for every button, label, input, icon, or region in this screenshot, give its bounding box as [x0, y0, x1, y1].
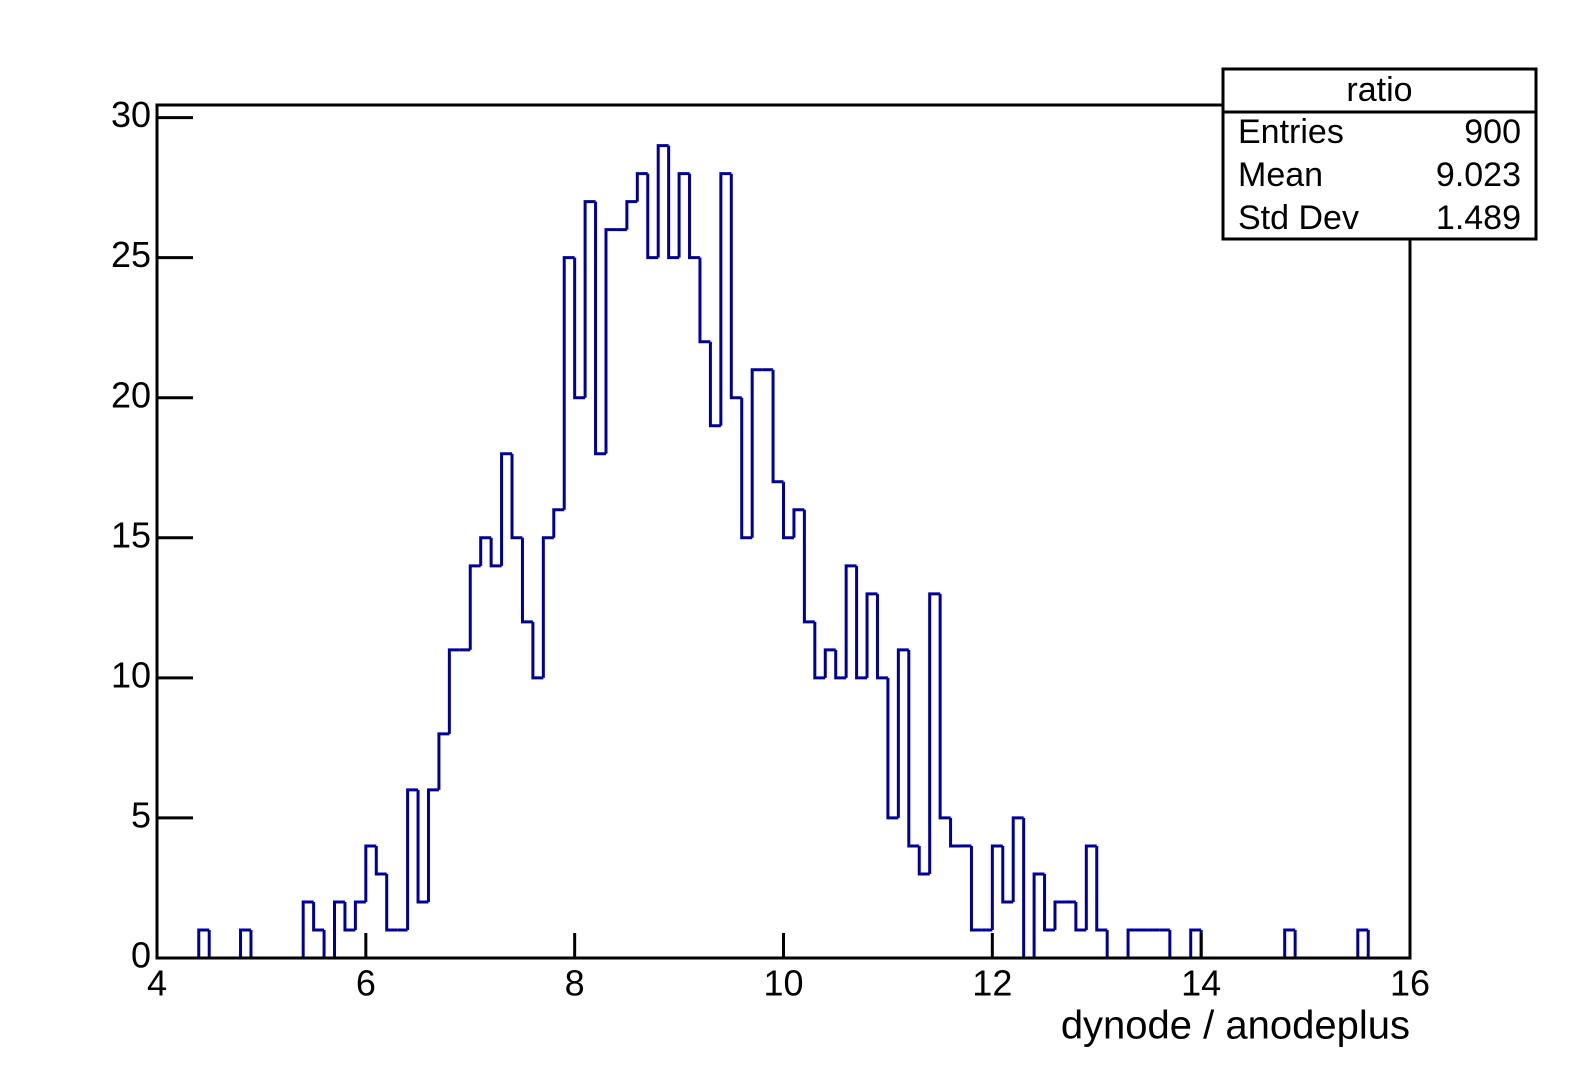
histogram-bin: [510, 453, 523, 540]
histogram-bin: [907, 649, 920, 848]
histogram-bin: [1356, 928, 1369, 958]
stats-label: Entries: [1238, 113, 1344, 151]
histogram-bin: [698, 257, 711, 344]
histogram-bin: [479, 536, 492, 566]
x-tick-label: 10: [763, 963, 803, 1004]
y-tick-label: 0: [131, 935, 151, 976]
x-tick-label: 6: [356, 963, 376, 1004]
histogram-bin: [855, 565, 868, 680]
y-tick-label: 25: [111, 234, 151, 275]
histogram-bin: [426, 788, 439, 902]
histogram-bin: [541, 536, 554, 678]
histogram-bin: [447, 648, 460, 734]
histogram-bin: [646, 173, 659, 260]
histogram-bin: [938, 593, 951, 820]
histogram-bin: [552, 508, 565, 538]
histogram-bin: [437, 732, 450, 790]
histogram-bin: [688, 173, 700, 260]
y-tick-label: 15: [111, 514, 151, 555]
histogram-bin: [656, 144, 669, 258]
histogram-bin: [301, 900, 314, 958]
histogram-bin: [969, 845, 982, 932]
y-tick-label: 5: [131, 794, 151, 835]
histogram-bin: [740, 397, 753, 540]
histogram-bin: [917, 845, 930, 876]
histogram-bin: [990, 844, 1003, 930]
y-tick-label: 10: [111, 654, 151, 695]
stats-box: [1221, 67, 1538, 241]
histogram-bin: [333, 900, 345, 958]
histogram-bin: [343, 901, 356, 932]
histogram-bin: [635, 172, 648, 202]
histogram-bin: [1095, 845, 1108, 932]
histogram-bin: [1032, 872, 1045, 958]
histogram-bin: [886, 677, 899, 820]
histogram-bin: [374, 845, 387, 876]
stats-value: 9.023: [1436, 156, 1521, 194]
histogram-bin: [792, 508, 805, 538]
x-tick-label: 8: [565, 963, 585, 1004]
histogram-bin: [729, 173, 742, 400]
histogram-bin: [949, 817, 962, 848]
histogram-bin: [719, 172, 732, 426]
histogram-bin: [865, 592, 878, 678]
histogram-bin: [1043, 873, 1055, 932]
histogram-bin: [197, 928, 210, 958]
y-tick-label: 20: [111, 374, 151, 415]
histogram-bin: [1053, 900, 1066, 930]
histogram-bin: [677, 172, 690, 258]
x-axis-title: dynode / anodeplus: [1061, 1004, 1410, 1048]
y-tick-label: 30: [111, 94, 151, 135]
stats-title: ratio: [1346, 71, 1412, 109]
histogram-bin: [1001, 845, 1014, 904]
histogram-bin: [406, 788, 419, 930]
histogram-bin: [771, 369, 784, 484]
histogram-bin: [1084, 844, 1097, 930]
histogram-bin: [823, 648, 836, 678]
histogram-bin: [416, 789, 429, 904]
stats-label: Std Dev: [1238, 199, 1359, 237]
histogram-bin: [239, 928, 251, 958]
histogram-bin: [667, 145, 680, 260]
histogram-bin: [844, 564, 857, 678]
histogram-bin: [353, 900, 366, 930]
stats-value: 1.489: [1436, 199, 1521, 237]
histogram-bin: [750, 368, 763, 538]
histogram-bin: [468, 564, 481, 650]
histogram-bin: [708, 341, 721, 428]
histogram-bin: [489, 537, 502, 568]
histogram-bin: [928, 592, 941, 874]
histogram-bin: [594, 201, 606, 456]
histogram-bin: [834, 649, 847, 680]
histogram-bin: [604, 228, 617, 454]
x-tick-label: 4: [147, 963, 167, 1004]
histogram-bin: [1074, 901, 1087, 932]
histogram-bin: [385, 873, 398, 932]
histogram-bin: [573, 257, 586, 400]
stats-label: Mean: [1238, 156, 1323, 194]
histogram-bin: [500, 452, 513, 566]
x-tick-label: 16: [1390, 963, 1430, 1004]
histogram-bin: [1011, 816, 1024, 902]
histogram-bin: [802, 509, 815, 624]
histogram-bin: [1126, 928, 1139, 958]
histogram-bin: [364, 844, 377, 902]
histogram-bin: [562, 256, 575, 510]
x-tick-label: 12: [972, 963, 1012, 1004]
histogram-bin: [875, 593, 888, 680]
histogram-bin: [625, 200, 638, 230]
stats-value: 900: [1464, 113, 1521, 151]
histogram-bin: [1189, 928, 1202, 958]
histogram-bin: [531, 621, 544, 680]
histogram-bin: [520, 537, 533, 624]
histogram-bin: [782, 481, 794, 540]
histogram-bin: [1283, 928, 1296, 958]
histogram-bin: [813, 621, 826, 680]
x-tick-label: 14: [1181, 963, 1221, 1004]
histogram-bin: [896, 648, 909, 818]
histogram-bin: [583, 200, 596, 398]
histogram-bin: [312, 901, 325, 932]
